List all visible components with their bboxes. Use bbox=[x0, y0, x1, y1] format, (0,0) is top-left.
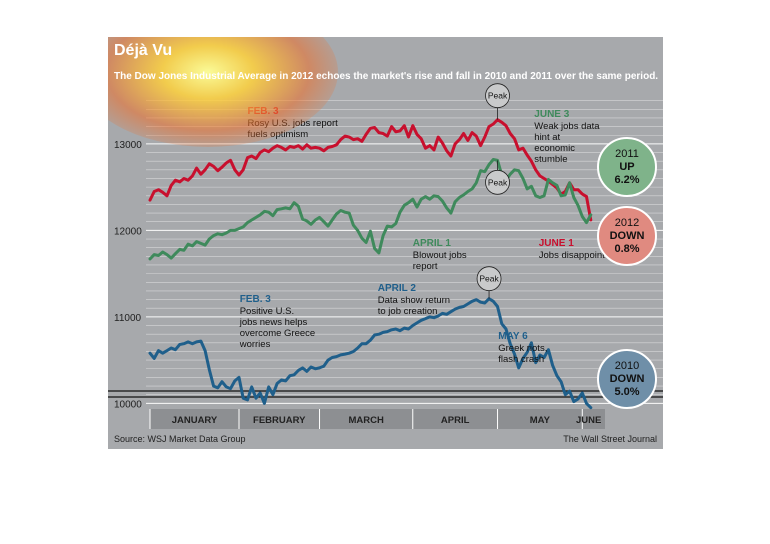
annotation-text: flash crash bbox=[498, 354, 544, 365]
annotation-date: APRIL 2 bbox=[378, 283, 417, 294]
annotation-text: hint at bbox=[534, 132, 560, 143]
annotation-text: to job creation bbox=[378, 306, 438, 317]
annotation-text: Data show return bbox=[378, 295, 450, 306]
annotation-text: report bbox=[413, 261, 438, 272]
month-bar bbox=[150, 409, 605, 429]
badge-direction: DOWN bbox=[610, 373, 645, 385]
annotation-date: APRIL 1 bbox=[413, 238, 452, 249]
y-tick-label: 10000 bbox=[114, 399, 142, 410]
badge-circle bbox=[597, 206, 657, 266]
peak-label: Peak bbox=[479, 274, 499, 284]
month-label: JANUARY bbox=[172, 415, 218, 426]
annotation-text: Greek riots, bbox=[498, 343, 547, 354]
badge-circle bbox=[597, 137, 657, 197]
series-line-2010 bbox=[148, 297, 593, 410]
annotation-date: FEB. 3 bbox=[240, 294, 272, 305]
peak-label: Peak bbox=[488, 177, 508, 187]
annotation-text: worries bbox=[239, 339, 271, 350]
badge-year: 2010 bbox=[615, 360, 639, 372]
annotation-date: JUNE 3 bbox=[534, 109, 569, 120]
badge-percent: 5.0% bbox=[614, 386, 639, 398]
month-label: JUNE bbox=[576, 415, 601, 426]
chart-title: Déjà Vu bbox=[114, 42, 173, 59]
y-tick-label: 13000 bbox=[114, 140, 142, 151]
month-label: MARCH bbox=[348, 415, 383, 426]
annotation-text: economic bbox=[534, 143, 575, 154]
peak-label: Peak bbox=[488, 91, 508, 101]
annotation-text: Positive U.S. bbox=[240, 306, 294, 317]
badge-year: 2012 bbox=[615, 217, 639, 229]
annotation-text: jobs news helps bbox=[239, 317, 308, 328]
badge-direction: DOWN bbox=[610, 230, 645, 242]
annotation-text: stumble bbox=[534, 154, 567, 165]
peak-marker bbox=[476, 266, 502, 292]
badge-percent: 6.2% bbox=[614, 174, 639, 186]
badge-percent: 0.8% bbox=[614, 243, 639, 255]
chart-subtitle: The Dow Jones Industrial Average in 2012… bbox=[114, 71, 659, 82]
series-line-2011 bbox=[148, 158, 593, 261]
month-label: APRIL bbox=[441, 415, 470, 426]
badge-circle bbox=[597, 349, 657, 409]
peak-marker bbox=[485, 169, 510, 195]
annotation-text: Weak jobs data bbox=[534, 121, 600, 132]
badge-year: 2011 bbox=[615, 148, 639, 160]
badge-direction: UP bbox=[619, 161, 634, 173]
y-tick-label: 12000 bbox=[114, 226, 142, 237]
series-line-2012 bbox=[148, 118, 593, 222]
annotation-date: MAY 6 bbox=[498, 331, 528, 342]
source-note: Source: WSJ Market Data Group bbox=[114, 434, 246, 444]
month-label: FEBRUARY bbox=[253, 415, 306, 426]
annotation-date: JUNE 1 bbox=[539, 238, 574, 249]
annotation-text: Blowout jobs bbox=[413, 250, 467, 261]
peak-marker bbox=[485, 83, 510, 109]
annotation-text: Jobs disappoint bbox=[539, 250, 605, 261]
chart-svg: 10000 11000 12000 13000 JANUARY FEBRUARY MARCH… bbox=[108, 83, 663, 429]
annotation-text: overcome Greece bbox=[240, 328, 316, 339]
y-tick-label: 11000 bbox=[114, 313, 142, 324]
publisher-credit: The Wall Street Journal bbox=[563, 434, 657, 444]
month-label: MAY bbox=[530, 415, 551, 426]
chart-figure: 10000 11000 12000 13000 JANUARY FEBRUARY MARCH… bbox=[108, 37, 663, 449]
